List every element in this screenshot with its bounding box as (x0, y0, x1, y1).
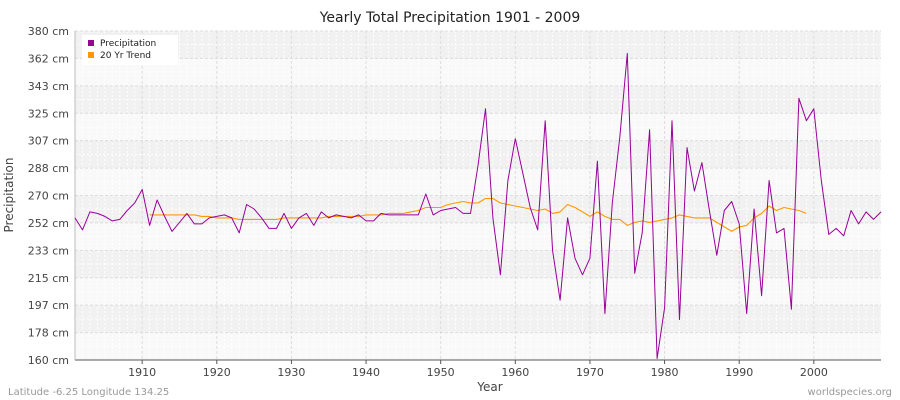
y-tick-label: 215 cm (28, 272, 69, 285)
y-tick-label: 233 cm (28, 244, 69, 257)
y-tick-label: 362 cm (28, 52, 69, 65)
x-tick-label: 1920 (203, 366, 231, 379)
footer-source: worldspecies.org (808, 387, 892, 398)
y-axis-ticks: 160 cm 178 cm 197 cm 215 cm 233 cm 252 cm 270 … (28, 25, 69, 367)
x-tick-label: 1950 (427, 366, 455, 379)
x-tick-label: 1940 (352, 366, 380, 379)
precipitation-line (74, 52, 882, 359)
y-axis-label: Precipitation (2, 157, 16, 232)
y-tick-label: 288 cm (28, 162, 69, 175)
y-tick-label: 178 cm (28, 327, 69, 340)
y-tick-label: 343 cm (28, 80, 69, 93)
legend-swatch (88, 40, 94, 46)
y-tick-label: 307 cm (28, 135, 69, 148)
x-tick-label: 1930 (277, 366, 305, 379)
legend-swatch (88, 52, 94, 58)
y-tick-label: 252 cm (28, 217, 69, 230)
legend-box (82, 35, 178, 65)
legend: Precipitation 20 Yr Trend (82, 35, 178, 65)
y-tick-label: 270 cm (28, 190, 69, 203)
x-tick-label: 1970 (576, 366, 604, 379)
y-tick-label: 325 cm (28, 107, 69, 120)
y-tick-label: 380 cm (28, 25, 69, 38)
x-tick-label: 1910 (128, 366, 156, 379)
y-tick-label: 197 cm (28, 299, 69, 312)
chart-title: Yearly Total Precipitation 1901 - 2009 (319, 10, 581, 26)
x-tick-label: 1990 (725, 366, 753, 379)
x-tick-label: 1960 (501, 366, 529, 379)
x-tick-label: 1980 (651, 366, 679, 379)
legend-label: 20 Yr Trend (100, 51, 151, 61)
trend-line (149, 197, 807, 232)
x-axis-label: Year (476, 380, 502, 394)
legend-label: Precipitation (100, 39, 156, 49)
y-tick-label: 160 cm (28, 354, 69, 367)
series-layer (74, 52, 882, 359)
footer-coordinates: Latitude -6.25 Longitude 134.25 (8, 387, 169, 398)
x-tick-label: 2000 (800, 366, 828, 379)
x-axis-ticks: 1910 1920 1930 1940 1950 1960 1970 1980 1990 2000 (128, 360, 828, 379)
